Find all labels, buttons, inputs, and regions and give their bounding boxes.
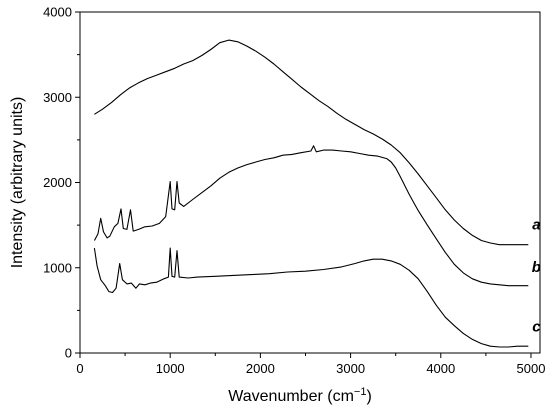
x-tick-label: 2000 (246, 361, 275, 376)
series-label-c: c (532, 319, 541, 336)
x-tick-label: 0 (76, 361, 83, 376)
y-tick-label: 0 (65, 346, 72, 361)
plot-frame (79, 11, 541, 354)
y-tick-label: 1000 (43, 260, 72, 275)
y-axis-title: Intensity (arbitrary units) (9, 97, 26, 269)
y-tick-label: 4000 (43, 5, 72, 20)
y-tick-label: 2000 (43, 175, 72, 190)
axes (75, 11, 541, 358)
series-label-b: b (532, 259, 541, 276)
series-label-a: a (532, 216, 540, 233)
x-axis-title: Wavenumber (cm−1) (228, 386, 372, 405)
series-line-a (94, 39, 529, 246)
x-tick-label: 3000 (336, 361, 365, 376)
x-tick-label: 1000 (156, 361, 185, 376)
x-tick-label: 5000 (517, 361, 546, 376)
x-tick-label: 4000 (426, 361, 455, 376)
series-lines (93, 39, 529, 348)
y-tick-label: 3000 (43, 90, 72, 105)
series-line-b (93, 145, 529, 287)
labels: 0 1000 2000 3000 4000 5000 0 1000 2000 3000 4000 Wa… (9, 5, 545, 406)
series-line-c (93, 247, 529, 348)
